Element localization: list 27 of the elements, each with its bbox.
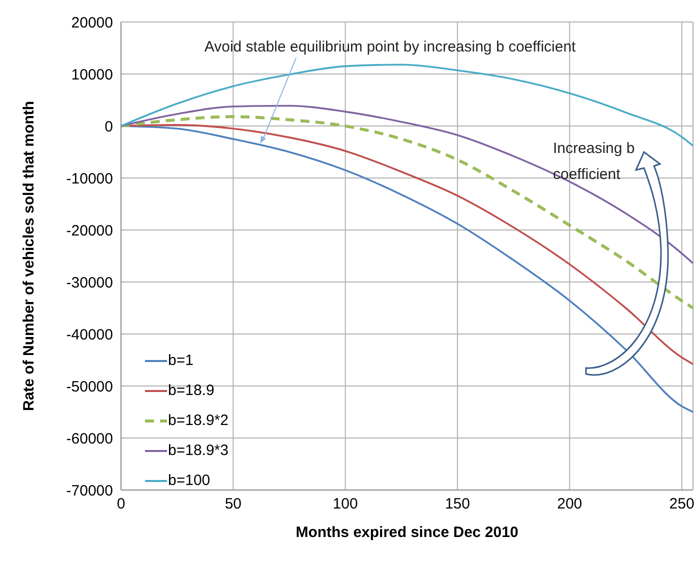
y-tick-label: -30000: [66, 274, 113, 292]
x-tick-label: 250: [669, 496, 694, 513]
legend-label: b=1: [168, 351, 194, 371]
y-axis-title: Rate of Number of vehicles sold that month: [20, 100, 38, 412]
y-tick-label: -20000: [66, 222, 113, 240]
line-series: [121, 104, 693, 264]
legend-label: b=100: [168, 471, 210, 491]
annotation: Avoid stable equilibrium point by increasing b coefficient: [204, 38, 577, 56]
y-tick-label: -60000: [66, 430, 113, 448]
x-tick-label: 0: [116, 496, 126, 513]
x-tick-label: 50: [224, 496, 242, 513]
y-tick-label: -10000: [66, 170, 113, 188]
y-tick-label: -50000: [66, 378, 113, 396]
y-tick-label: 0: [104, 118, 113, 136]
x-axis-title: Months expired since Dec 2010: [296, 524, 518, 541]
line-series: [121, 115, 693, 310]
legend-label: b=18.9: [168, 381, 214, 401]
x-tick-label: 200: [557, 496, 582, 513]
legend-label: b=18.9*2: [168, 411, 228, 431]
y-tick-label: -70000: [66, 482, 113, 500]
legend-label: b=18.9*3: [168, 441, 228, 461]
y-tick-label: 10000: [71, 66, 113, 84]
annotation: Increasing b coefficient: [553, 139, 636, 185]
x-tick-label: 150: [444, 496, 470, 513]
y-tick-label: -40000: [66, 326, 113, 344]
x-tick-label: 100: [332, 496, 358, 513]
y-tick-label: 20000: [71, 14, 113, 32]
